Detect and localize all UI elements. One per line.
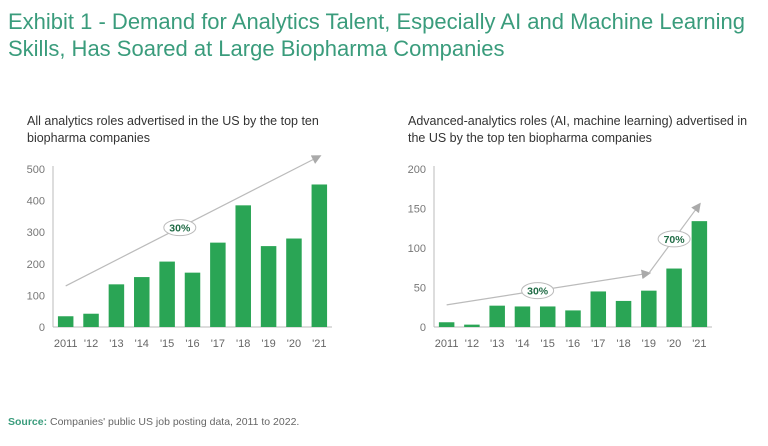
y-tick-label: 150 (408, 204, 426, 216)
y-tick-label: 0 (39, 322, 45, 334)
x-tick-label: '12 (84, 338, 98, 350)
x-tick-label: '15 (541, 338, 555, 350)
trend-arrow (65, 155, 322, 287)
bar (615, 300, 632, 327)
bar (691, 221, 708, 327)
growth-label: 30% (527, 286, 549, 298)
x-tick-label: '19 (642, 338, 656, 350)
growth-badge (657, 230, 691, 248)
growth-badge (163, 219, 197, 237)
x-tick-label: '16 (566, 338, 580, 350)
growth-label: 30% (169, 223, 191, 235)
bar (159, 261, 175, 327)
bar (108, 284, 125, 327)
x-tick-label: 2011 (54, 338, 78, 350)
x-tick-label: '16 (185, 338, 199, 350)
y-tick-label: 100 (408, 243, 426, 255)
x-tick-label: '20 (287, 338, 301, 350)
source-note: Source: Companies' public US job posting… (8, 416, 300, 428)
x-tick-label: '17 (591, 338, 605, 350)
y-tick-label: 200 (27, 259, 45, 271)
y-tick-label: 100 (27, 290, 45, 302)
left-chart-title: All analytics roles advertised in the US… (27, 114, 319, 145)
y-tick-label: 200 (408, 164, 426, 176)
right-chart-title: Advanced-analytics roles (AI, machine le… (408, 114, 748, 145)
x-tick-label: '18 (236, 338, 250, 350)
bar (539, 306, 556, 327)
bar (235, 205, 251, 327)
x-tick-label: '14 (135, 338, 149, 350)
bar (311, 184, 328, 327)
bar (565, 310, 581, 327)
bar (464, 324, 480, 327)
bar (286, 238, 302, 327)
bar (210, 242, 226, 327)
x-tick-label: '12 (465, 338, 479, 350)
x-tick-label: '21 (312, 338, 326, 350)
x-tick-label: '13 (109, 338, 123, 350)
y-tick-label: 300 (27, 227, 45, 239)
bar (260, 246, 277, 327)
x-tick-label: '13 (490, 338, 504, 350)
x-tick-label: '14 (515, 338, 529, 350)
bar (641, 290, 657, 327)
bar (590, 291, 607, 327)
bar (134, 277, 150, 327)
exhibit-title: Exhibit 1 - Demand for Analytics Talent,… (8, 9, 745, 61)
growth-label: 70% (664, 234, 686, 246)
x-tick-label: '19 (261, 338, 275, 350)
bar (184, 272, 201, 327)
growth-badge (521, 282, 555, 300)
x-tick-label: '20 (667, 338, 681, 350)
x-tick-label: '18 (616, 338, 630, 350)
bar (438, 322, 455, 327)
bar (83, 313, 99, 327)
x-tick-label: '15 (160, 338, 174, 350)
y-tick-label: 0 (420, 322, 426, 334)
x-tick-label: 2011 (435, 338, 459, 350)
x-tick-label: '17 (211, 338, 225, 350)
bar (57, 316, 74, 327)
y-tick-label: 500 (27, 164, 45, 176)
bar (489, 305, 505, 327)
y-tick-label: 50 (414, 283, 426, 295)
bar (666, 268, 682, 327)
x-tick-label: '21 (692, 338, 706, 350)
y-tick-label: 400 (27, 196, 45, 208)
bar (514, 306, 531, 327)
